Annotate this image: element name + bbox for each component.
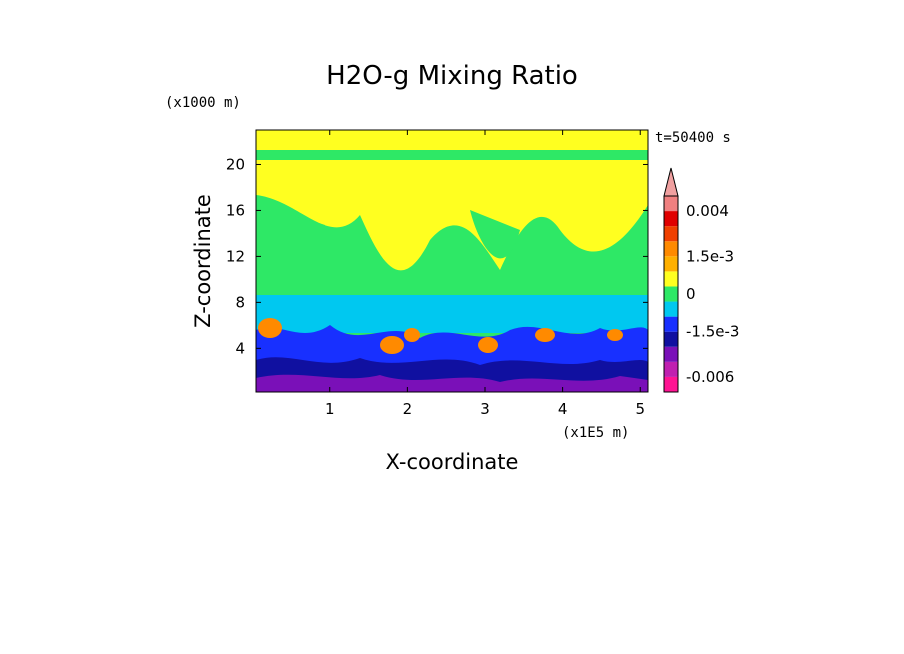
colorbar-swatch-12: [664, 196, 678, 212]
colorbar-swatch-7: [664, 271, 678, 287]
colorbar-extend-arrow: [663, 167, 679, 197]
colorbar-swatch-10: [664, 226, 678, 242]
colorbar-label-2: 0: [686, 285, 696, 303]
x-unit-label: (x1E5 m): [562, 425, 629, 441]
colorbar-swatch-6: [664, 286, 678, 302]
colorbar-swatch-8: [664, 256, 678, 272]
colorbar-label-4: -0.006: [686, 368, 734, 386]
y-tick-label-4: 4: [235, 339, 245, 357]
y-tick-label-16: 16: [226, 201, 245, 219]
field-orange-blob-4: [478, 337, 498, 353]
colorbar-swatch-2: [664, 346, 678, 362]
colorbar: 0.004 1.5e-3 0 -1.5e-3 -0.006: [663, 167, 739, 393]
y-axis-label: Z-coordinate: [191, 194, 215, 328]
y-tick-label-8: 8: [235, 293, 245, 311]
field-cyan-layer: [256, 295, 648, 333]
colorbar-swatch-11: [664, 211, 678, 227]
colorbar-label-0: 0.004: [686, 202, 729, 220]
colorbar-frame: [663, 195, 679, 393]
field-green-patch: [290, 215, 325, 246]
x-tick-label-5: 5: [635, 400, 645, 418]
field-orange-blob-1: [258, 318, 282, 338]
y-tick-label-12: 12: [226, 247, 245, 265]
heatmap-field: [256, 130, 648, 392]
field-purple-layer: [256, 374, 648, 392]
colorbar-swatch-5: [664, 301, 678, 317]
x-tick-label-1: 1: [325, 400, 335, 418]
x-tick-label-4: 4: [558, 400, 568, 418]
colorbar-swatch-4: [664, 316, 678, 332]
field-orange-blob-6: [607, 329, 623, 341]
colorbar-swatch-1: [664, 361, 678, 377]
colorbar-swatch-9: [664, 241, 678, 257]
x-tick-label-3: 3: [480, 400, 490, 418]
field-band-top-green: [256, 150, 648, 160]
colorbar-swatch-0: [664, 376, 678, 392]
plot-frame: [255, 129, 649, 393]
time-label: t=50400 s: [655, 130, 731, 146]
y-tick-label-20: 20: [226, 155, 245, 173]
y-unit-label: (x1000 m): [165, 95, 241, 111]
colorbar-label-3: -1.5e-3: [686, 323, 739, 341]
x-axis-label: X-coordinate: [386, 450, 519, 474]
colorbar-label-1: 1.5e-3: [686, 247, 734, 265]
field-orange-blob-2: [380, 336, 404, 354]
field-orange-blob-3: [404, 328, 420, 342]
x-tick-label-2: 2: [403, 400, 413, 418]
chart-title: H2O-g Mixing Ratio: [326, 61, 578, 91]
field-mid-yellow: [256, 160, 648, 271]
colorbar-swatch-3: [664, 331, 678, 347]
field-green-plume: [470, 210, 520, 259]
field-orange-blob-5: [535, 328, 555, 342]
